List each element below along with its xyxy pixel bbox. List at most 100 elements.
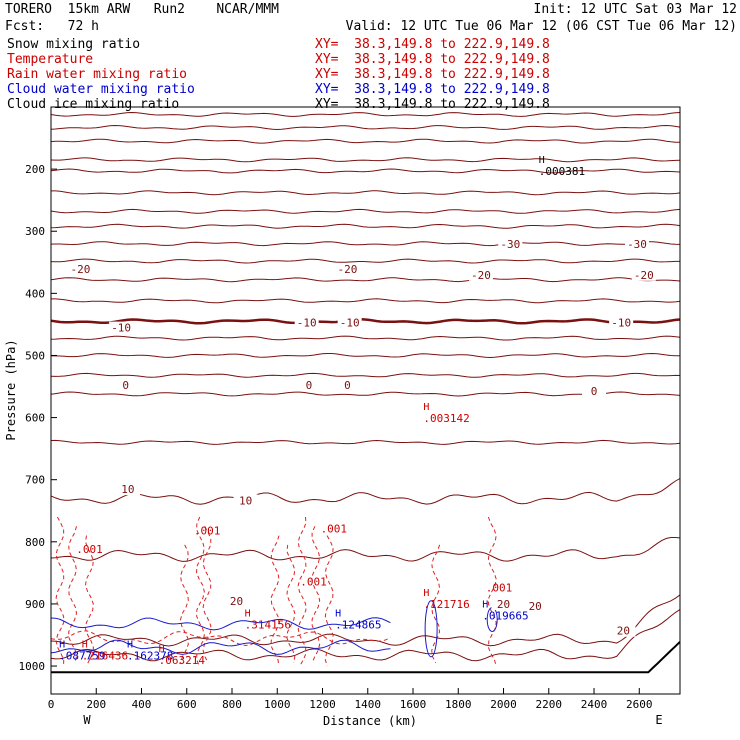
header-fcst: Fcst: 72 h [5, 19, 99, 34]
terrain-line [51, 641, 681, 674]
contour-label: -10 [111, 322, 131, 335]
x-axis-label: Distance (km) [323, 714, 417, 728]
rain-label: .001 [486, 582, 513, 595]
x-tick-label: 1200 [309, 698, 336, 711]
rain-contour [196, 516, 205, 667]
rain-contour [324, 535, 334, 667]
isotherm-line [50, 138, 680, 144]
contour-label: -20 [337, 263, 357, 276]
field-snow-xy: XY= 38.3,149.8 to 222.9,149.8 [315, 37, 550, 52]
extremum-mark: H [423, 588, 429, 599]
rain-label: .001 [76, 543, 103, 556]
contour-label: 0 [122, 379, 129, 392]
contour-label: -10 [297, 317, 317, 330]
y-tick-label: 500 [25, 349, 45, 362]
extremum-mark: H [82, 640, 88, 651]
isotherm-line [50, 157, 681, 163]
isotherm-line [50, 372, 681, 378]
isotherm-line [51, 298, 681, 304]
extremum-value: .162378 [127, 650, 173, 663]
header-valid: Valid: 12 UTC Tue 06 Mar 12 (06 CST Tue … [345, 19, 737, 34]
x-tick-label: 1000 [264, 698, 291, 711]
x-left-label: W [83, 713, 91, 727]
rain-contour [431, 544, 441, 664]
x-tick-label: 200 [86, 698, 106, 711]
contour-label-bg [294, 316, 319, 329]
contour-label: 10 [121, 483, 134, 496]
rain-contour [487, 516, 497, 667]
isotherm-line [50, 439, 681, 445]
extremum-mark: H [159, 644, 165, 655]
contour-label-bg [611, 624, 636, 637]
isotherm-line [51, 190, 681, 196]
x-tick-label: 2000 [490, 698, 517, 711]
temperature-isotherms [50, 111, 681, 662]
y-tick-label: 1000 [19, 660, 46, 673]
cloud-contour-top [50, 617, 391, 631]
rain-contour [55, 516, 65, 667]
contour-label: -10 [340, 317, 360, 330]
contour-label: 20 [497, 598, 510, 611]
y-tick-label: 800 [25, 536, 45, 549]
rain-label: .001 [300, 575, 327, 588]
extremum-value: .216436 [82, 650, 128, 663]
extremum-mark: H [423, 402, 429, 413]
y-tick-label: 400 [25, 287, 45, 300]
extremum-mark: H [539, 155, 545, 166]
field-temperature-xy: XY= 38.3,149.8 to 222.9,149.8 [315, 52, 550, 67]
x-tick-label: 2600 [626, 698, 653, 711]
contour-label: 20 [617, 625, 630, 638]
extremum-value: .087759 [59, 650, 105, 663]
x-right-label: E [655, 713, 662, 727]
extremum-mark: H [127, 640, 133, 651]
contour-label: 0 [344, 379, 351, 392]
field-cloudwater-xy: XY= 38.3,149.8 to 222.9,149.8 [315, 82, 550, 97]
contour-labels: -30 -30 -20 -20 -20 -20 -10 -10 -10 -10 0 0 0 0 10 10 20… [68, 237, 656, 638]
contour-label: -20 [471, 269, 491, 282]
isotherm-line [50, 111, 681, 117]
extremum-value: .121716 [423, 598, 469, 611]
contour-label-bg [68, 263, 93, 276]
isotherm-line [50, 241, 681, 247]
contour-label: -20 [634, 269, 654, 282]
isotherm-line [50, 391, 681, 397]
contour-label-bg [523, 599, 548, 612]
isotherm-line [50, 168, 681, 174]
contour-label: 20 [230, 595, 243, 608]
rain-contour [84, 535, 94, 667]
isotherm-line [50, 258, 680, 264]
x-tick-label: 400 [132, 698, 152, 711]
contour-label-bg [498, 237, 523, 250]
rain-label: .001 [321, 522, 348, 535]
field-cloudwater-name: Cloud water mixing ratio [7, 82, 195, 97]
contour-label-bg [335, 378, 360, 391]
rain-contour [270, 535, 280, 667]
field-rain-xy: XY= 38.3,149.8 to 222.9,149.8 [315, 67, 550, 82]
x-tick-label: 800 [222, 698, 242, 711]
isotherm-line [50, 335, 681, 341]
field-snow-name: Snow mixing ratio [7, 37, 141, 52]
y-tick-label: 700 [25, 474, 45, 487]
header-model: TORERO 15km ARW Run2 NCAR/MMM [5, 2, 279, 17]
isotherm-line [50, 594, 681, 647]
extremum-mark: H [245, 609, 251, 620]
y-tick-label: 200 [25, 163, 45, 176]
contour-label-bg [109, 321, 134, 334]
x-tick-label: 0 [48, 698, 55, 711]
rain-contour [179, 544, 189, 664]
extremum-value: .003142 [423, 412, 469, 425]
contour-label: -30 [627, 238, 647, 251]
contour-label: -20 [70, 263, 90, 276]
header-init: Init: 12 UTC Sat 03 Mar 12 [533, 2, 738, 17]
contour-label: 10 [239, 494, 252, 507]
x-tick-label: 600 [177, 698, 197, 711]
isotherm-line [51, 352, 680, 359]
plot-frame [50, 106, 681, 695]
contour-label-bg [224, 594, 249, 607]
contour-label-bg [335, 263, 360, 276]
rain-label: .001 [194, 524, 221, 537]
rain-contour [311, 526, 321, 664]
contour-label-bg [337, 316, 362, 329]
field-temperature-name: Temperature [7, 52, 94, 67]
extremum-mark: H [335, 609, 341, 620]
